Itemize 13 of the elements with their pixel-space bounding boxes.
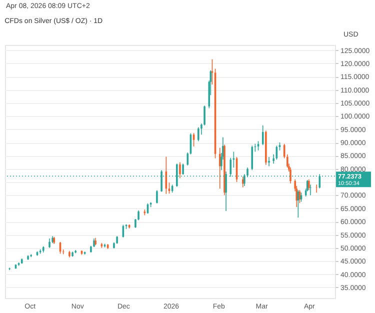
candlestick [8, 267, 11, 270]
candlestick [182, 163, 184, 176]
candlestick [179, 162, 181, 178]
candlestick [290, 167, 292, 184]
candlestick [251, 145, 254, 171]
candlestick [272, 154, 275, 164]
candlestick [300, 192, 302, 202]
candlestick [197, 126, 200, 142]
candlestick [268, 156, 270, 167]
candlestick [48, 238, 50, 248]
candlestick [156, 190, 158, 204]
candlestick [262, 124, 264, 146]
candlestick [310, 184, 312, 196]
